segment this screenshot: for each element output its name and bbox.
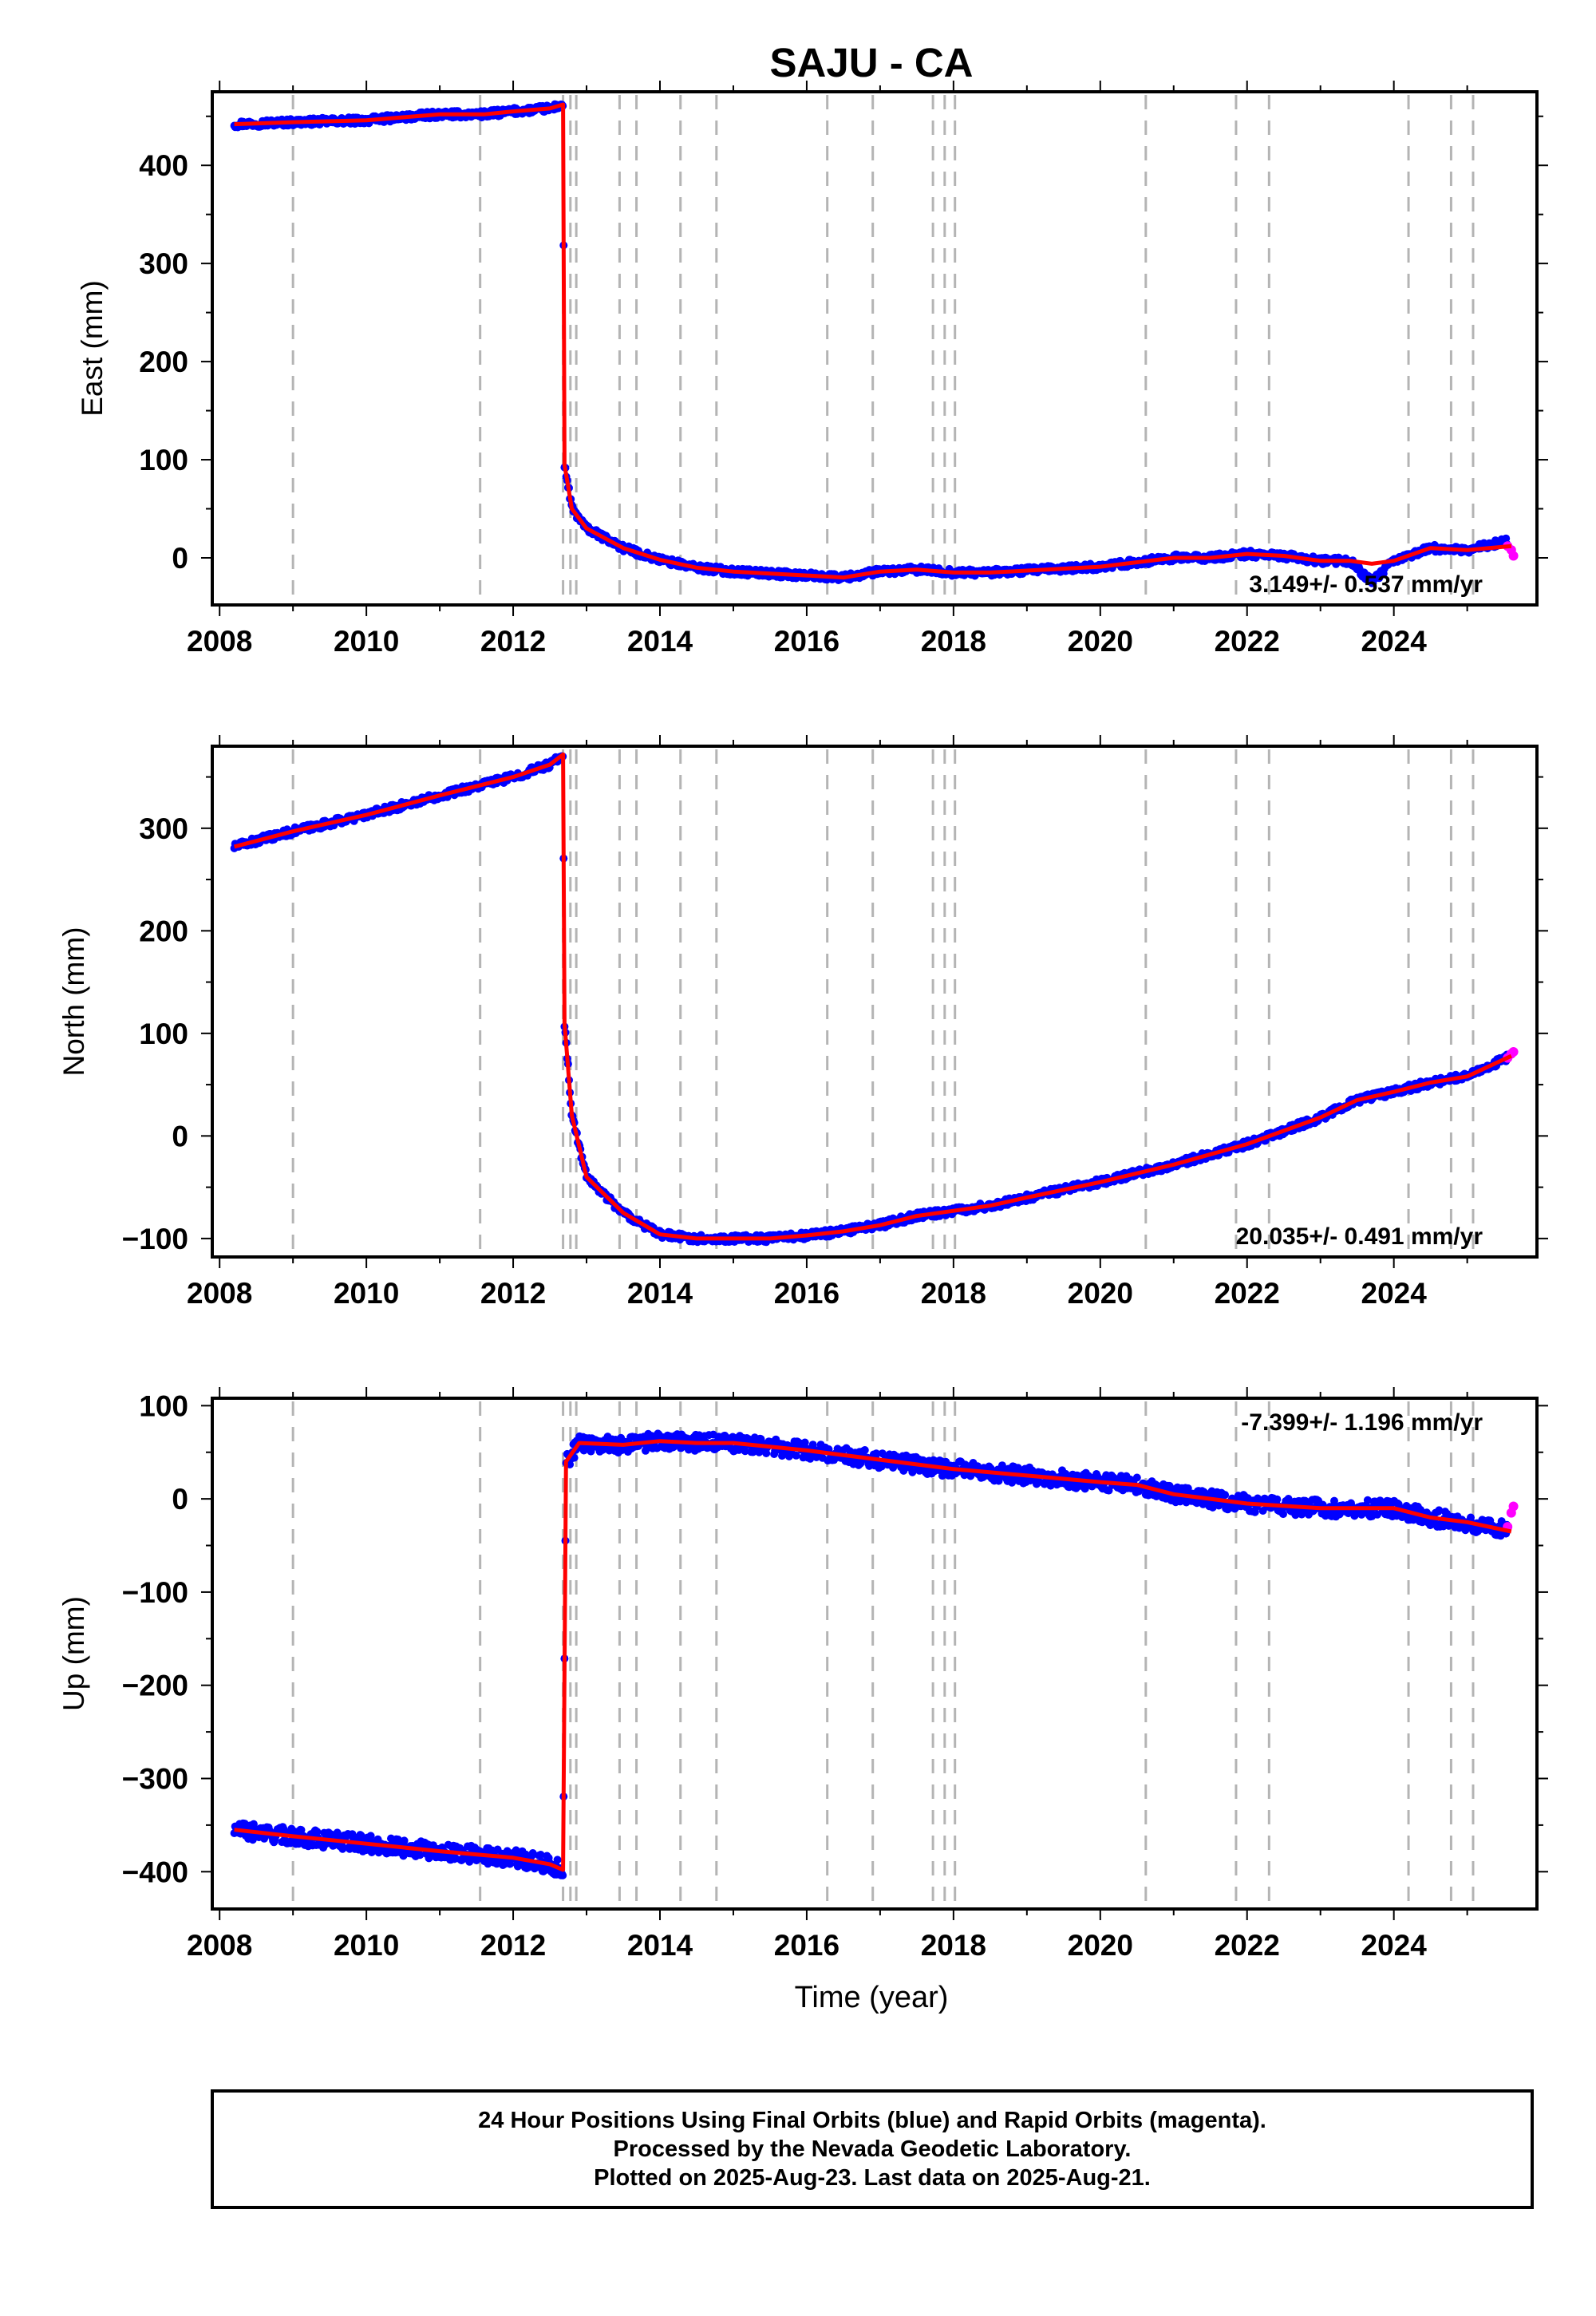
x-tick-label: 2010 bbox=[334, 1277, 399, 1310]
rate-label-up: -7.399+/- 1.196 mm/yr bbox=[1241, 1409, 1483, 1436]
y-axis-label-up: Up (mm) bbox=[57, 1596, 90, 1711]
x-tick-label: 2014 bbox=[627, 1277, 693, 1310]
y-axis-label-east: East (mm) bbox=[76, 280, 109, 417]
plot-frame-up bbox=[211, 1397, 1539, 1911]
x-tick-label: 2012 bbox=[480, 625, 546, 658]
x-tick-label: 2010 bbox=[334, 625, 399, 658]
final-orbit-point bbox=[1279, 1510, 1287, 1519]
rapid-orbit-point bbox=[1508, 1501, 1519, 1512]
y-tick-label: 200 bbox=[139, 346, 188, 378]
y-tick-label: 0 bbox=[172, 1483, 188, 1516]
x-tick-label: 2024 bbox=[1361, 1277, 1428, 1310]
x-tick-label: 2018 bbox=[921, 1929, 986, 1962]
x-tick-label: 2016 bbox=[774, 625, 839, 658]
x-tick-label: 2012 bbox=[480, 1277, 546, 1310]
final-orbit-points-north bbox=[230, 752, 1511, 1247]
final-orbit-points-up bbox=[230, 1429, 1511, 1879]
y-tick-label: −400 bbox=[122, 1856, 188, 1888]
final-orbit-point bbox=[1132, 1473, 1141, 1482]
x-tick-label: 2012 bbox=[480, 1929, 546, 1962]
rapid-orbit-point bbox=[1508, 551, 1519, 561]
x-tick-label: 2014 bbox=[627, 625, 693, 658]
x-tick-label: 2024 bbox=[1361, 1929, 1428, 1962]
final-orbit-point bbox=[553, 1856, 562, 1864]
footer-line-3: Plotted on 2025-Aug-23. Last data on 202… bbox=[594, 2165, 1151, 2191]
x-tick-label: 2018 bbox=[921, 625, 986, 658]
footer-caption-box: 24 Hour Positions Using Final Orbits (bl… bbox=[211, 2089, 1534, 2209]
x-tick-label: 2022 bbox=[1215, 1929, 1280, 1962]
y-axis-label-north: North (mm) bbox=[57, 927, 90, 1076]
plot-frame-north bbox=[211, 745, 1539, 1259]
x-tick-label: 2020 bbox=[1068, 1277, 1133, 1310]
final-orbit-point bbox=[1273, 1495, 1282, 1504]
x-tick-label: 2014 bbox=[627, 1929, 693, 1962]
x-tick-label: 2022 bbox=[1215, 625, 1280, 658]
x-tick-label: 2020 bbox=[1068, 1929, 1133, 1962]
footer-line-2: Processed by the Nevada Geodetic Laborat… bbox=[613, 2136, 1132, 2162]
x-tick-label: 2010 bbox=[334, 1929, 399, 1962]
y-tick-label: 100 bbox=[139, 1389, 188, 1422]
y-tick-label: 300 bbox=[139, 247, 188, 280]
rate-label-east: 3.149+/- 0.537 mm/yr bbox=[1249, 571, 1483, 598]
chart-title: SAJU - CA bbox=[769, 40, 973, 85]
x-tick-label: 2024 bbox=[1361, 625, 1428, 658]
x-tick-label: 2016 bbox=[774, 1277, 839, 1310]
x-tick-label: 2008 bbox=[187, 1277, 252, 1310]
model-line-east bbox=[234, 102, 1512, 580]
final-orbit-points-east bbox=[230, 100, 1511, 587]
final-orbit-point bbox=[559, 1871, 567, 1879]
y-tick-label: 300 bbox=[139, 812, 188, 845]
x-tick-label: 2018 bbox=[921, 1277, 986, 1310]
x-tick-label: 2016 bbox=[774, 1929, 839, 1962]
y-tick-label: −100 bbox=[122, 1223, 188, 1255]
y-tick-label: 100 bbox=[139, 1018, 188, 1050]
y-tick-label: 100 bbox=[139, 444, 188, 476]
y-tick-label: 200 bbox=[139, 915, 188, 947]
x-tick-label: 2022 bbox=[1215, 1277, 1280, 1310]
y-tick-label: −300 bbox=[122, 1762, 188, 1795]
y-tick-label: −100 bbox=[122, 1576, 188, 1609]
x-tick-label: 2008 bbox=[187, 625, 252, 658]
y-tick-label: 400 bbox=[139, 149, 188, 182]
plot-frame-east bbox=[211, 90, 1539, 607]
y-tick-label: 0 bbox=[172, 542, 188, 575]
footer-line-1: 24 Hour Positions Using Final Orbits (bl… bbox=[478, 2108, 1266, 2133]
y-tick-label: −200 bbox=[122, 1670, 188, 1702]
final-orbit-point bbox=[860, 1446, 869, 1454]
final-orbit-point bbox=[1221, 1491, 1230, 1500]
rate-label-north: 20.035+/- 0.491 mm/yr bbox=[1236, 1223, 1483, 1250]
x-axis-title: Time (year) bbox=[795, 1981, 949, 2014]
x-tick-label: 2008 bbox=[187, 1929, 252, 1962]
y-tick-label: 0 bbox=[172, 1120, 188, 1152]
x-tick-label: 2020 bbox=[1068, 625, 1133, 658]
